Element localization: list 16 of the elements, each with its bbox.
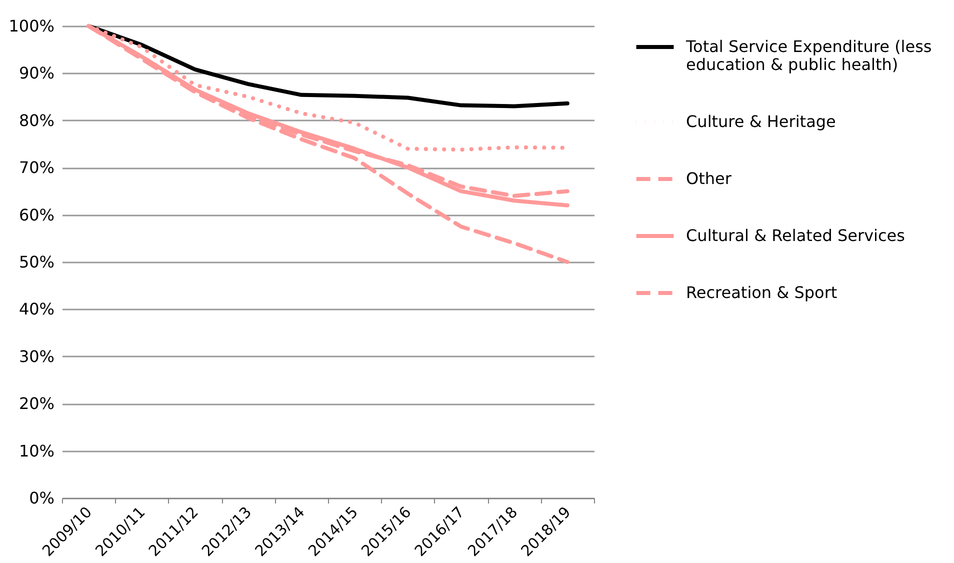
legend-label: Recreation & Sport	[686, 283, 838, 302]
y-tick-label: 40%	[18, 300, 54, 319]
legend-label: Cultural & Related Services	[686, 226, 905, 245]
y-tick-label: 100%	[8, 16, 54, 36]
y-tick-label: 30%	[18, 346, 54, 366]
legend-label: Other	[686, 169, 732, 188]
y-tick-label: 80%	[18, 110, 54, 130]
y-tick-label: 0%	[29, 488, 54, 508]
y-tick-label: 50%	[18, 252, 54, 272]
legend-label: Culture & Heritage	[686, 112, 836, 131]
y-tick-label: 60%	[18, 205, 54, 224]
y-tick-label: 90%	[18, 64, 54, 83]
y-tick-label: 70%	[18, 158, 54, 178]
y-tick-label: 10%	[18, 441, 54, 460]
y-tick-label: 20%	[18, 394, 54, 414]
legend-label: Total Service Expenditure (less education & public health)	[685, 37, 932, 74]
